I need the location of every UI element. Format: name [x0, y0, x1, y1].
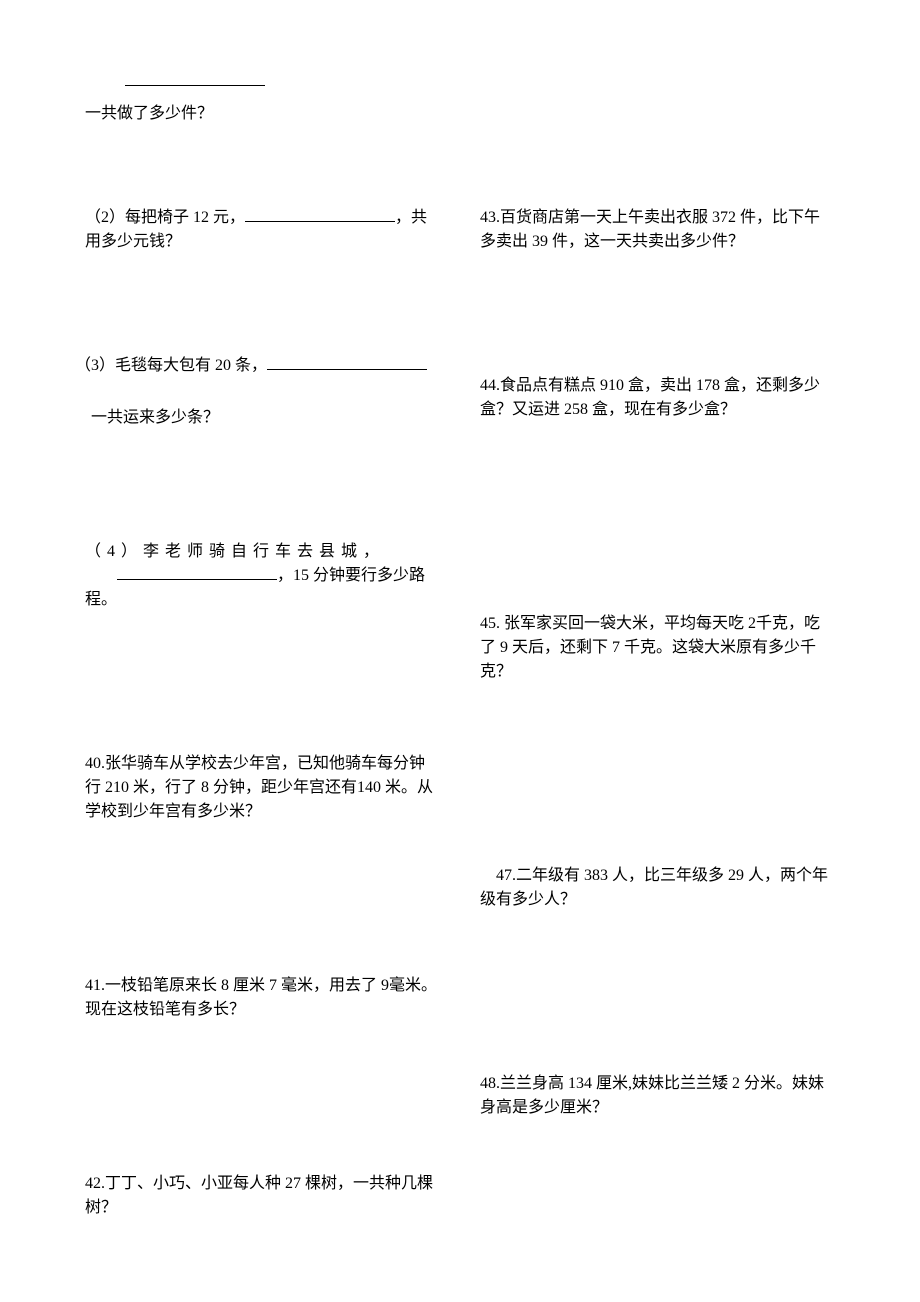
q4-text-b: ，15 分钟要行多少路程。	[85, 567, 425, 608]
q47-text: 47.二年级有 383 人，比三年级多 29 人，两个年级有多少人？	[480, 867, 828, 908]
question-47: 47.二年级有 383 人，比三年级多 29 人，两个年级有多少人？	[480, 864, 835, 912]
question-44: 44.食品点有糕点 910 盒，卖出 178 盒，还剩多少盒？又运进 258 盒…	[480, 374, 835, 422]
question-42: 42.丁丁、小巧、小亚每人种 27 棵树，一共种几棵树？	[85, 1172, 440, 1220]
q40-text: 40.张华骑车从学校去少年宫，已知他骑车每分钟行 210 米，行了 8 分钟，距…	[85, 755, 433, 820]
q43-text: 43.百货商店第一天上午卖出衣服 372 件，比下午多卖出 39 件，这一天共卖…	[480, 209, 820, 250]
top-tail-text: 一共做了多少件？	[85, 105, 213, 122]
q48-text: 48.兰兰身高 134 厘米,妹妹比兰兰矮 2 分米。妹妹身高是多少厘米？	[480, 1075, 824, 1116]
q3-text-a: （3）毛毯每大包有 20 条，	[75, 357, 267, 374]
blank-underline	[125, 85, 265, 86]
two-column-region: （2）每把椅子 12 元，，共用多少元钱？ （3）毛毯每大包有 20 条， 一共…	[85, 206, 835, 1258]
question-43: 43.百货商店第一天上午卖出衣服 372 件，比下午多卖出 39 件，这一天共卖…	[480, 206, 835, 254]
question-48: 48.兰兰身高 134 厘米,妹妹比兰兰矮 2 分米。妹妹身高是多少厘米？	[480, 1072, 835, 1120]
question-2: （2）每把椅子 12 元，，共用多少元钱？	[85, 206, 440, 254]
q45-text: 45. 张军家买回一袋大米，平均每天吃 2千克，吃了 9 天后，还剩下 7 千克…	[480, 615, 820, 680]
right-column: 43.百货商店第一天上午卖出衣服 372 件，比下午多卖出 39 件，这一天共卖…	[480, 206, 835, 1258]
question-40: 40.张华骑车从学校去少年宫，已知他骑车每分钟行 210 米，行了 8 分钟，距…	[85, 752, 440, 824]
q42-text: 42.丁丁、小巧、小亚每人种 27 棵树，一共种几棵树？	[85, 1175, 433, 1216]
q41-text: 41.一枝铅笔原来长 8 厘米 7 毫米，用去了 9毫米。现在这枝铅笔有多长？	[85, 977, 437, 1018]
question-41: 41.一枝铅笔原来长 8 厘米 7 毫米，用去了 9毫米。现在这枝铅笔有多长？	[85, 974, 440, 1022]
q4-blank	[117, 579, 277, 580]
q44-text: 44.食品点有糕点 910 盒，卖出 178 盒，还剩多少盒？又运进 258 盒…	[480, 377, 820, 418]
q3-text-b: 一共运来多少条？	[91, 409, 219, 426]
q4-line1: （4）李老师骑自行车去县城，	[85, 540, 440, 564]
q2-blank	[245, 221, 395, 222]
top-tail-line: 一共做了多少件？	[85, 102, 835, 126]
top-underline-row	[125, 70, 835, 94]
question-3: （3）毛毯每大包有 20 条， 一共运来多少条？	[75, 354, 440, 430]
question-45: 45. 张军家买回一袋大米，平均每天吃 2千克，吃了 9 天后，还剩下 7 千克…	[480, 612, 835, 684]
q3-blank	[267, 369, 427, 370]
left-column: （2）每把椅子 12 元，，共用多少元钱？ （3）毛毯每大包有 20 条， 一共…	[85, 206, 440, 1258]
question-4: （4）李老师骑自行车去县城， ，15 分钟要行多少路程。	[85, 540, 440, 612]
q2-text-a: （2）每把椅子 12 元，	[85, 209, 245, 226]
